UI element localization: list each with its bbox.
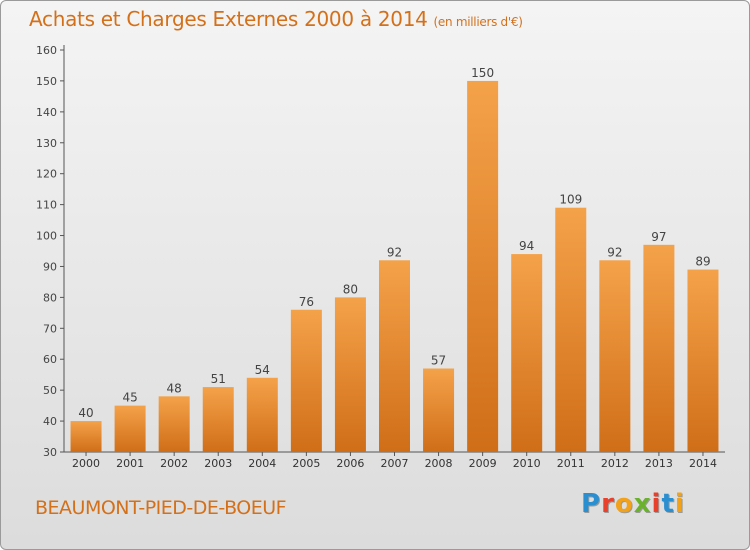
bar [467,80,499,452]
x-tick-label: 2010 [513,457,541,470]
logo-letter: x [633,489,652,519]
y-tick-label: 160 [36,44,57,57]
x-tick-label: 2011 [557,457,585,470]
bar-value-label: 40 [78,406,93,420]
bar [599,260,631,452]
chart-title: Achats et Charges Externes 2000 à 2014 (e… [29,7,523,31]
y-tick-label: 90 [43,260,57,273]
x-tick-label: 2012 [601,457,629,470]
x-tick-label: 2009 [469,457,497,470]
y-tick-label: 70 [43,322,57,335]
bar-value-label: 45 [122,391,137,405]
proxiti-logo: Proxiti [581,489,685,519]
y-tick-label: 100 [36,230,57,243]
bar [511,254,543,452]
bar [114,405,146,452]
bar-value-label: 89 [695,255,710,269]
bar-value-label: 48 [167,381,182,395]
bar-value-label: 150 [471,66,494,80]
y-tick-label: 40 [43,415,57,428]
x-tick-label: 2001 [116,457,144,470]
bar [70,421,102,452]
x-tick-label: 2000 [72,457,100,470]
chart-title-text: Achats et Charges Externes 2000 à 2014 [29,7,428,31]
bar [423,368,455,452]
bar-value-label: 76 [299,295,314,309]
bar-value-label: 51 [211,372,226,386]
bar [246,377,278,452]
logo-letter: t [661,489,675,519]
bar-value-label: 57 [431,354,446,368]
bar [158,396,190,452]
bar-value-label: 92 [607,245,622,259]
place-name: BEAUMONT-PIED-DE-BOEUF [35,497,287,519]
logo-letter: i [674,489,685,519]
bar-value-label: 94 [519,239,534,253]
x-tick-label: 2003 [204,457,232,470]
bar [687,269,719,452]
bar [555,207,587,452]
x-tick-label: 2014 [689,457,717,470]
y-tick-label: 80 [43,291,57,304]
y-tick-label: 30 [43,446,57,459]
bar-value-label: 80 [343,282,358,296]
bar-value-label: 92 [387,245,402,259]
y-tick-label: 150 [36,75,57,88]
y-tick-label: 120 [36,168,57,181]
x-tick-label: 2013 [645,457,673,470]
bar-value-label: 54 [255,363,270,377]
bar-value-label: 97 [651,230,666,244]
y-tick-label: 110 [36,199,57,212]
y-tick-label: 50 [43,384,57,397]
bar [202,387,234,452]
x-tick-label: 2008 [425,457,453,470]
x-tick-label: 2007 [381,457,409,470]
x-tick-label: 2005 [292,457,320,470]
x-tick-label: 2004 [248,457,276,470]
bar-value-label: 109 [559,193,582,207]
logo-letter: o [614,489,634,519]
x-tick-label: 2006 [336,457,364,470]
bar [379,260,410,452]
logo-letter: r [601,489,615,519]
x-tick-label: 2002 [160,457,188,470]
bar [643,244,675,452]
chart-subtitle: (en milliers d'€) [433,15,523,29]
y-tick-label: 130 [36,137,57,150]
bar [334,297,366,452]
bar [290,309,322,452]
logo-letter: i [651,489,662,519]
logo-letter: P [581,489,602,519]
y-tick-label: 140 [36,106,57,119]
y-tick-label: 60 [43,353,57,366]
